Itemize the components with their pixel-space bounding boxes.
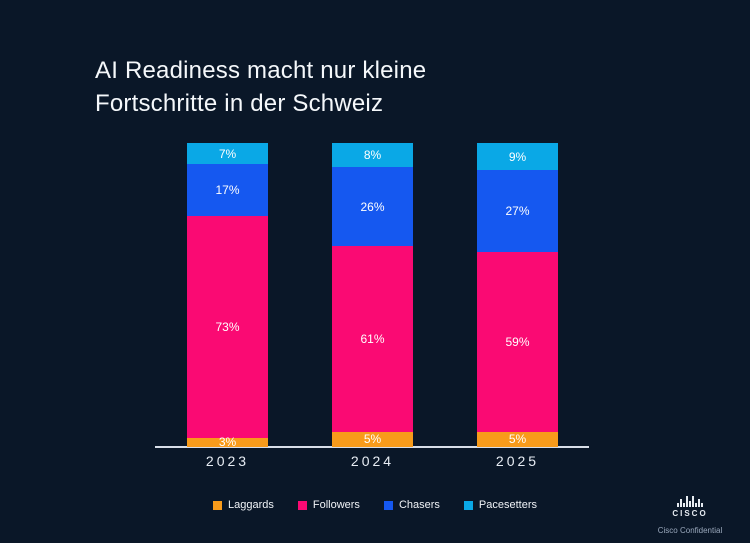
legend-label: Pacesetters bbox=[478, 499, 537, 511]
x-axis-label-2025: 2025 bbox=[495, 453, 540, 469]
bar-segment-laggards-2023: 3% bbox=[187, 435, 268, 450]
cisco-wordmark: CISCO bbox=[672, 509, 708, 518]
segment-value-label: 3% bbox=[218, 435, 237, 450]
bar-segment-chasers-2025: 27% bbox=[477, 170, 558, 253]
segment-value-label: 61% bbox=[360, 332, 385, 347]
segment-value-label: 5% bbox=[508, 432, 527, 447]
bar-segment-chasers-2023: 17% bbox=[187, 164, 268, 216]
legend-swatch-icon bbox=[383, 500, 393, 510]
legend-item-chasers: Chasers bbox=[383, 499, 440, 511]
bar-segment-pacesetters-2025: 9% bbox=[477, 143, 558, 171]
legend: Laggards Followers Chasers Pacesetters bbox=[0, 499, 750, 511]
legend-label: Followers bbox=[312, 499, 360, 511]
segment-value-label: 26% bbox=[360, 199, 385, 214]
bar-segment-chasers-2024: 26% bbox=[332, 167, 413, 247]
bar-segment-laggards-2024: 5% bbox=[332, 431, 413, 447]
legend-swatch-icon bbox=[297, 500, 307, 510]
segment-value-label: 59% bbox=[505, 335, 530, 350]
bar-segment-followers-2024: 61% bbox=[332, 246, 413, 432]
bar-column-2025: 5% 59% 27% 9% 2025 bbox=[477, 143, 558, 469]
legend-item-pacesetters: Pacesetters bbox=[463, 499, 537, 511]
bar-column-2023: 3% 73% 17% 7% 2023 bbox=[187, 143, 268, 469]
legend-label: Chasers bbox=[398, 499, 440, 511]
segment-value-label: 7% bbox=[218, 146, 237, 161]
bar-segment-followers-2023: 73% bbox=[187, 215, 268, 438]
segment-value-label: 5% bbox=[363, 432, 382, 447]
x-axis-line bbox=[155, 446, 589, 448]
bar-segment-followers-2025: 59% bbox=[477, 252, 558, 432]
legend-label: Laggards bbox=[227, 499, 274, 511]
bar-column-2024: 5% 61% 26% 8% 2024 bbox=[332, 143, 413, 469]
legend-item-followers: Followers bbox=[297, 499, 360, 511]
segment-value-label: 8% bbox=[363, 148, 382, 163]
legend-swatch-icon bbox=[212, 500, 222, 510]
segment-value-label: 17% bbox=[215, 183, 240, 198]
segment-value-label: 27% bbox=[505, 204, 530, 219]
bar-segment-laggards-2025: 5% bbox=[477, 431, 558, 447]
cisco-logo: CISCO bbox=[672, 496, 707, 518]
footer-right: CISCO Cisco Confidential bbox=[635, 496, 745, 535]
bar-segment-pacesetters-2023: 7% bbox=[187, 143, 268, 165]
x-axis-label-2023: 2023 bbox=[205, 453, 250, 469]
legend-item-laggards: Laggards bbox=[212, 499, 274, 511]
page-title: AI Readiness macht nur kleine Fortschrit… bbox=[95, 57, 427, 118]
bar-chart: 3% 73% 17% 7% 2023 5% 61% 26% 8% 2024 5% 59% 27% 9% 20… bbox=[187, 143, 558, 469]
bar-segment-pacesetters-2024: 8% bbox=[332, 143, 413, 168]
segment-value-label: 9% bbox=[508, 149, 527, 164]
segment-value-label: 73% bbox=[215, 319, 240, 334]
cisco-bridge-icon bbox=[677, 496, 703, 507]
legend-swatch-icon bbox=[463, 500, 473, 510]
x-axis-label-2024: 2024 bbox=[350, 453, 395, 469]
confidential-note: Cisco Confidential bbox=[657, 526, 723, 535]
